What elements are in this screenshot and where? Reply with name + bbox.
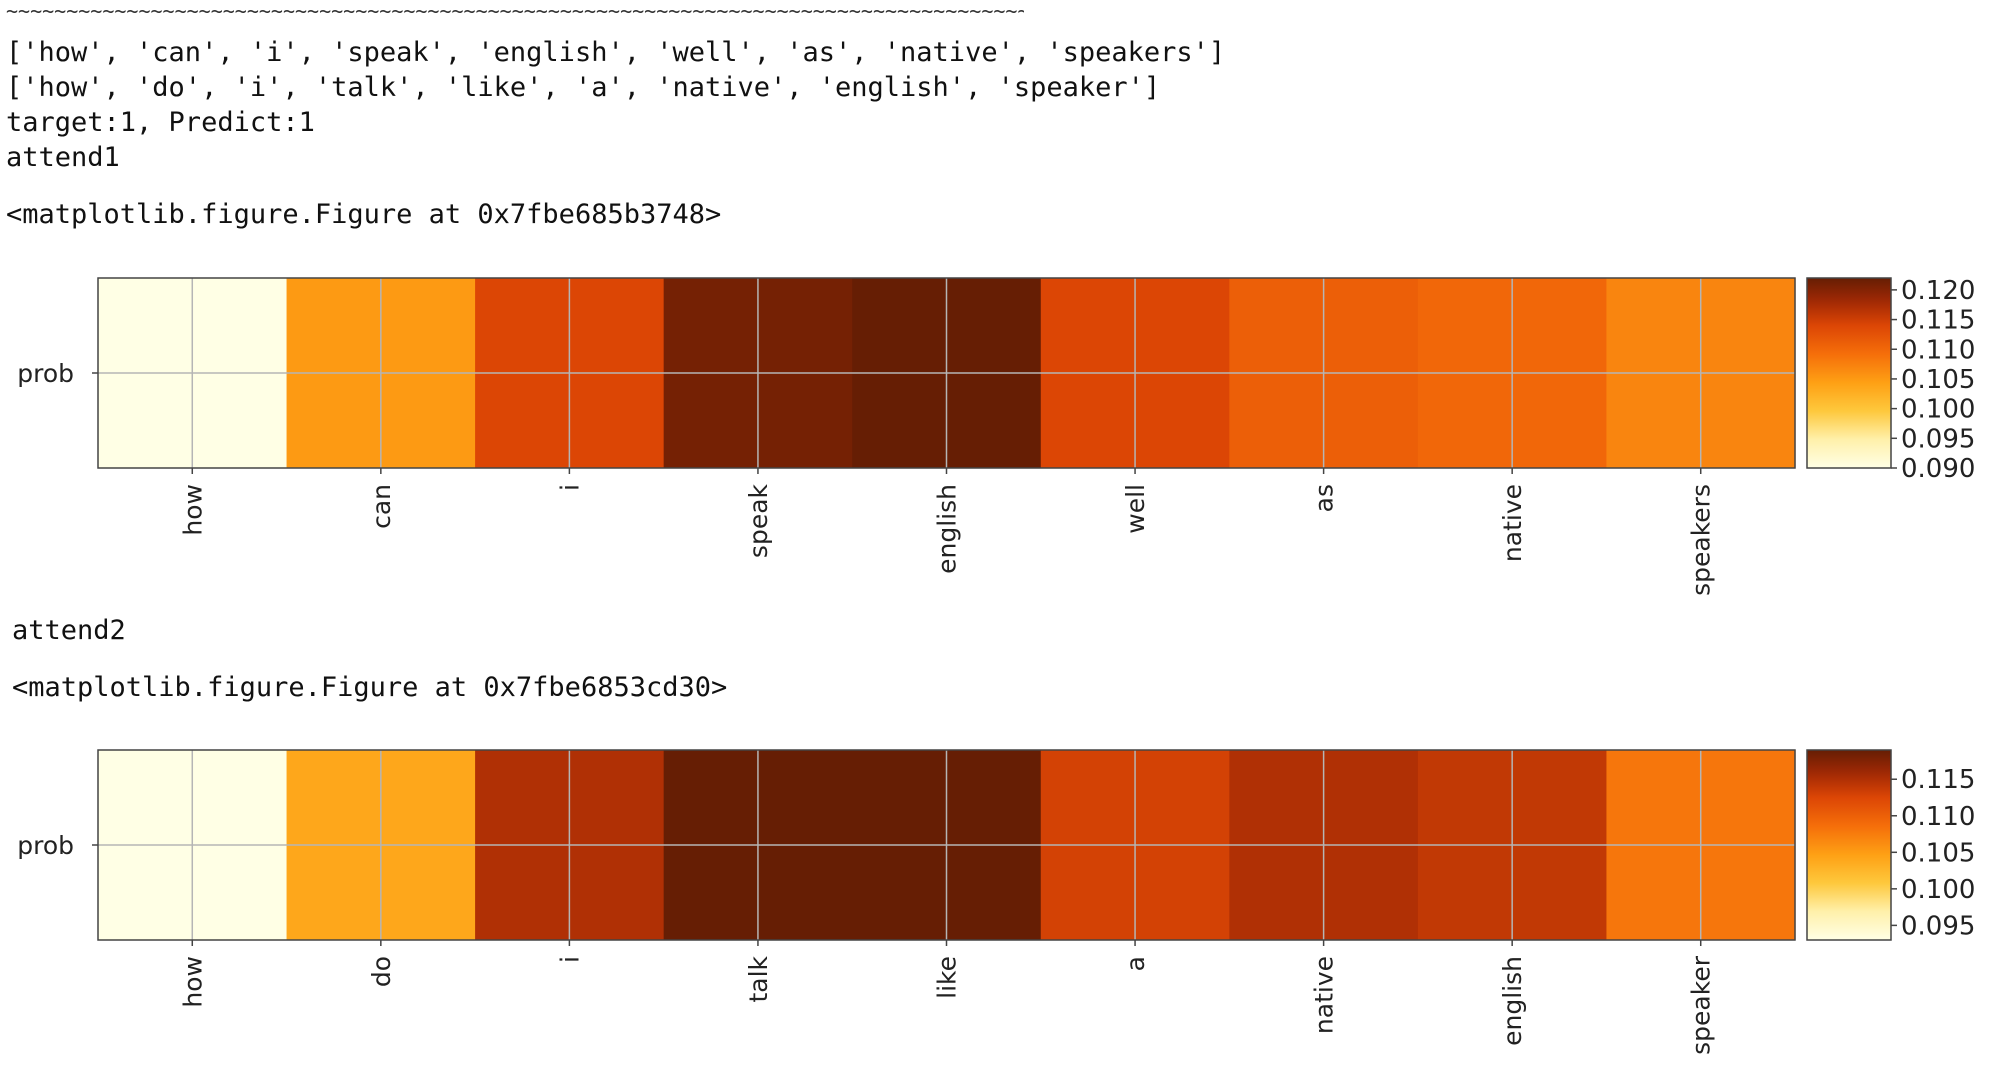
heatmap-2-colorbar-label: 0.095	[1901, 911, 1975, 941]
tokens-sentence-b: ['how', 'do', 'i', 'talk', 'like', 'a', …	[6, 72, 1161, 103]
heatmap-1-xtick-label-speakers: speakers	[1687, 484, 1716, 596]
heatmap-1-ytick-label: prob	[17, 359, 74, 388]
heatmap-2-xtick-label-a: a	[1121, 956, 1150, 971]
heatmap-1-xtick-label-well: well	[1121, 484, 1150, 534]
heatmap-2-xtick-label-i: i	[555, 956, 584, 963]
heatmap-2-colorbar	[1806, 749, 1892, 941]
heatmap-1-colorbar-label: 0.105	[1901, 365, 1975, 395]
heatmap-2-xtick-label-english: english	[1498, 956, 1527, 1046]
separator-rule: ~~~~~~~~~~~~~~~~~~~~~~~~~~~~~~~~~~~~~~~~…	[6, 6, 1024, 16]
heatmap-1-colorbar-label: 0.115	[1901, 306, 1975, 336]
attend2-label: attend2	[12, 615, 126, 646]
figure1-repr: <matplotlib.figure.Figure at 0x7fbe685b3…	[6, 199, 722, 230]
heatmap-2-colorbar-label: 0.100	[1901, 875, 1975, 905]
heatmap-1-colorbar-label: 0.110	[1901, 335, 1975, 365]
heatmap-1-xtick-label-how: how	[178, 484, 207, 536]
attention-heatmap-2: prob how do i talk like a native english speaker 0…	[17, 749, 1975, 1055]
heatmap-2-xtick-label-speaker: speaker	[1687, 955, 1716, 1055]
figure2-repr: <matplotlib.figure.Figure at 0x7fbe6853c…	[12, 672, 728, 703]
heatmap-2-colorbar-label: 0.115	[1901, 765, 1975, 795]
heatmap-1-colorbar-label: 0.120	[1901, 276, 1975, 306]
heatmap-2-xtick-label-do: do	[367, 956, 396, 987]
heatmap-2-xtick-label-talk: talk	[744, 955, 773, 1002]
attend1-label: attend1	[6, 142, 120, 173]
heatmap-1-xtick-label-native: native	[1498, 484, 1527, 562]
heatmap-1-xtick-label-speak: speak	[744, 483, 773, 558]
heatmap-2-xtick-label-like: like	[933, 956, 962, 999]
heatmap-1-colorbar-label: 0.100	[1901, 395, 1975, 425]
heatmap-1-xtick-label-can: can	[367, 484, 396, 529]
heatmap-1-xtick-label-english: english	[933, 484, 962, 574]
heatmap-2-xtick-label-how: how	[178, 956, 207, 1008]
heatmap-2-colorbar-label: 0.110	[1901, 802, 1975, 832]
heatmap-1-colorbar-label: 0.095	[1901, 424, 1975, 454]
heatmap-1-colorbar	[1806, 277, 1892, 469]
tokens-sentence-a: ['how', 'can', 'i', 'speak', 'english', …	[6, 37, 1226, 68]
heatmap-2-xtick-label-native: native	[1310, 956, 1339, 1034]
heatmap-1-xtick-label-as: as	[1310, 484, 1339, 512]
heatmap-2-colorbar-label: 0.105	[1901, 838, 1975, 868]
heatmap-1-xtick-label-i: i	[555, 484, 584, 491]
attention-heatmap-1: prob how can i speak english well as native speak…	[17, 276, 1975, 596]
target-predict-line: target:1, Predict:1	[6, 107, 315, 138]
heatmap-1-colorbar-label: 0.090	[1901, 454, 1975, 484]
heatmap-2-ytick-label: prob	[17, 831, 74, 860]
